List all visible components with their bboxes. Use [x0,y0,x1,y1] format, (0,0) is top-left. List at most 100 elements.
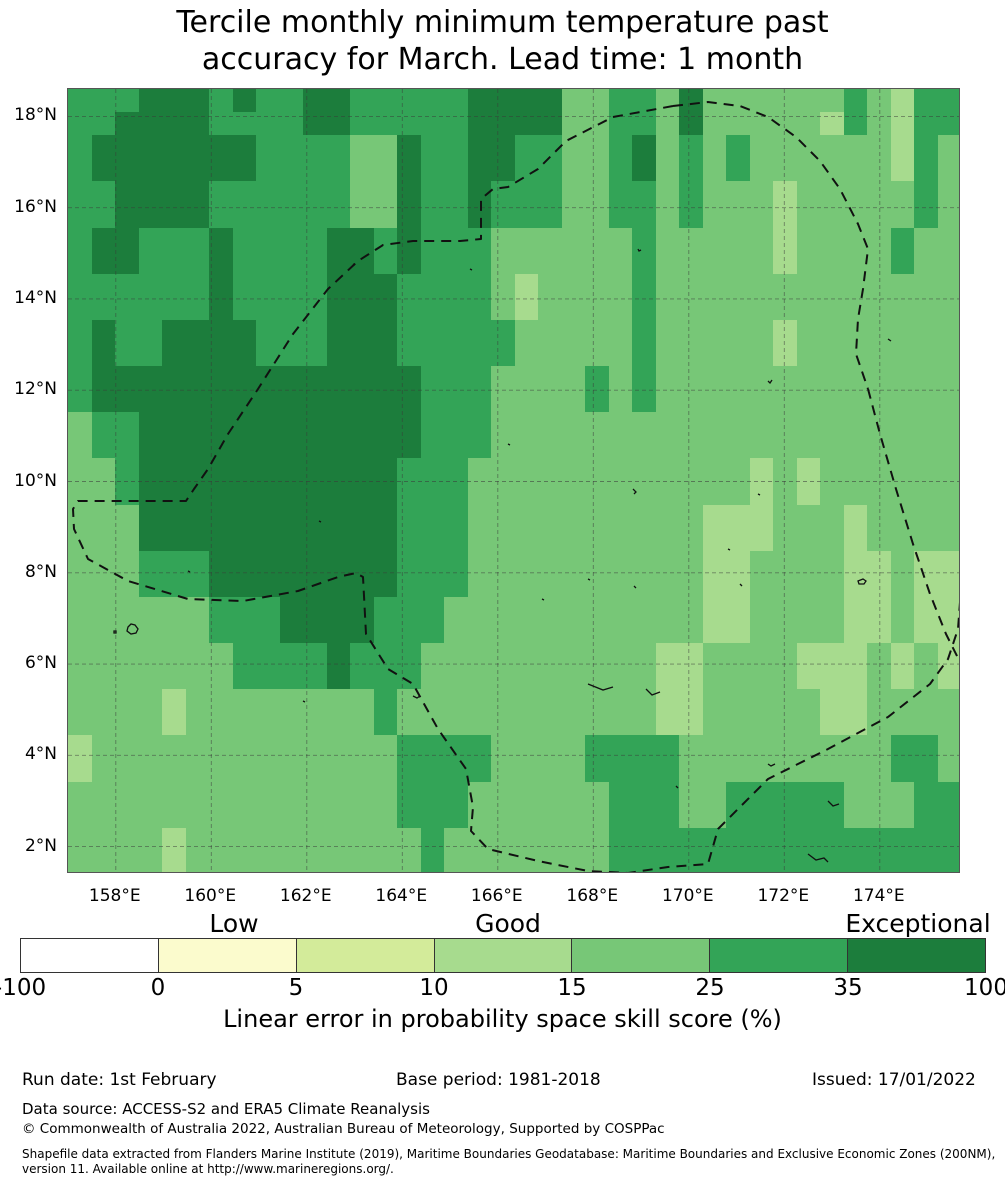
heatmap-cell [585,366,610,390]
heatmap-cell [162,804,187,829]
heatmap-cell [303,89,328,113]
heatmap-cell [632,596,657,621]
heatmap-cell [561,596,586,621]
heatmap-cell [397,273,422,298]
heatmap-cell [514,596,539,621]
heatmap-cell [585,850,610,872]
heatmap-cell [632,689,657,713]
heatmap-cell [350,596,375,621]
heatmap-cell [232,204,257,229]
heatmap-cell [91,389,116,413]
heatmap-cell [702,666,727,690]
heatmap-cell [749,158,774,182]
heatmap-cell [655,735,680,760]
colorbar-segment[interactable] [847,939,986,972]
heatmap-cell [679,319,704,344]
heatmap-cell [232,643,257,667]
heatmap-cell [608,573,633,598]
heatmap-cell [397,158,422,182]
heatmap-cell [608,181,633,206]
heatmap-cell [350,458,375,483]
heatmap-cell [138,158,163,182]
heatmap-cell [843,296,868,321]
colorbar-segment[interactable] [433,939,572,972]
heatmap-cell [68,481,93,506]
heatmap-cell [303,458,328,483]
heatmap-cell [232,435,257,459]
colorbar-segment[interactable] [295,939,434,972]
heatmap-cell [867,643,892,667]
heatmap-cell [538,735,563,760]
heatmap-cell [585,435,610,459]
heatmap-cell [655,204,680,229]
heatmap-cell [115,758,140,783]
heatmap-cell [256,273,281,298]
heatmap-cell [585,804,610,829]
heatmap-cell [467,435,492,459]
heatmap-cell [162,573,187,598]
heatmap-cell [444,227,469,252]
heatmap-cell [162,296,187,321]
heatmap-cell [467,573,492,598]
heatmap-cell [608,458,633,483]
heatmap-cell [632,181,657,206]
colorbar-tick-label: 25 [695,975,725,1001]
heatmap-cell [185,458,210,483]
heatmap-cell [702,112,727,136]
heatmap-cell [467,366,492,390]
heatmap-cell [256,89,281,113]
heatmap-cell [702,319,727,344]
heatmap-cell [726,158,751,182]
heatmap-cell [115,596,140,621]
heatmap-cell [796,735,821,760]
heatmap-cell [162,666,187,690]
heatmap-cell [561,735,586,760]
heatmap-cell [632,89,657,113]
heatmap-cell [397,504,422,529]
heatmap-cell [514,342,539,367]
heatmap-cell [232,804,257,829]
y-tick-label: 8°N [24,561,57,582]
colorbar-segment[interactable] [21,939,158,972]
heatmap-cell [608,112,633,136]
heatmap-cell [115,573,140,598]
heatmap-cell [890,458,915,483]
heatmap-cell [890,435,915,459]
heatmap-cell [773,712,798,737]
heatmap-cell [350,481,375,506]
heatmap-cell [209,227,234,252]
heatmap-cell [373,481,398,506]
heatmap-cell [867,781,892,806]
heatmap-cell [585,827,610,852]
heatmap-cell [514,481,539,506]
heatmap-cell [773,573,798,598]
heatmap-cell [185,112,210,136]
heatmap-cell [679,366,704,390]
colorbar-segment[interactable] [709,939,848,972]
colorbar-segment[interactable] [571,939,710,972]
colorbar[interactable] [20,938,986,973]
heatmap-cell [820,181,845,206]
heatmap-cell [444,735,469,760]
heatmap-cell [256,296,281,321]
heatmap-cell [209,643,234,667]
heatmap-cell [608,689,633,713]
heatmap-cell [397,412,422,436]
heatmap-cell [608,620,633,644]
colorbar-gradient[interactable] [20,938,986,973]
heatmap-cell [91,342,116,367]
heatmap-cell [279,735,304,760]
heatmap-cell [185,135,210,159]
colorbar-segment[interactable] [157,939,296,972]
heatmap-cell [444,643,469,667]
heatmap-cell [632,504,657,529]
heatmap-cell [937,573,959,598]
heatmap-cell [726,250,751,275]
heatmap-cell [115,481,140,506]
heatmap-cell [256,643,281,667]
heatmap-cell [820,666,845,690]
heatmap-cell [115,89,140,113]
heatmap-cell [608,389,633,413]
heatmap-cell [538,250,563,275]
heatmap-cell [655,689,680,713]
